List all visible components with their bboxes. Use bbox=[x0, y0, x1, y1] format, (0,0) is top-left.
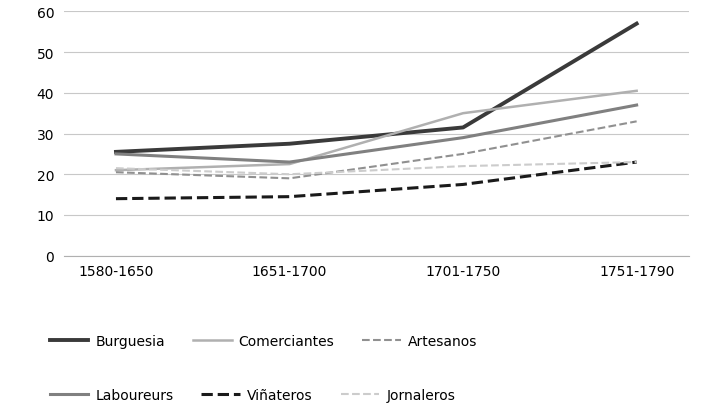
Legend: Burguesia, Comerciantes, Artesanos: Burguesia, Comerciantes, Artesanos bbox=[50, 334, 477, 348]
Legend: Laboureurs, Viñateros, Jornaleros: Laboureurs, Viñateros, Jornaleros bbox=[50, 388, 455, 402]
